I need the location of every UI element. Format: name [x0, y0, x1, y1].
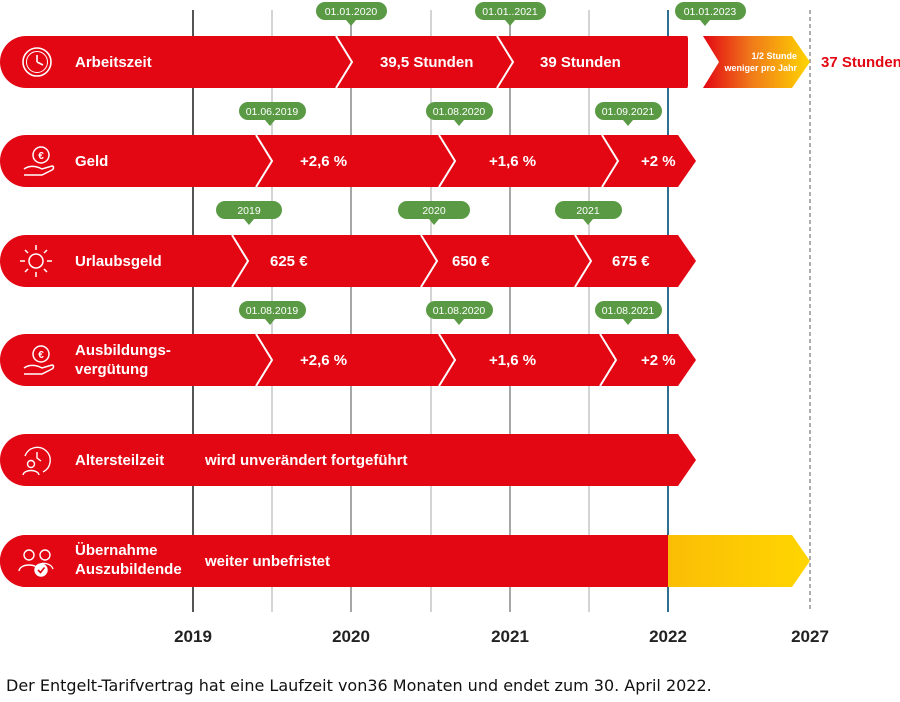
row-arbeitszeit-outside-label: 37 Stunden: [821, 54, 900, 71]
row-uebernahme-label-line-1: Übernahme: [75, 542, 158, 559]
row-arbeitszeit-note-line-1: 1/2 Stunde: [751, 51, 797, 61]
people-check-icon: [18, 549, 54, 577]
date-tag: 01.08.2020: [426, 102, 493, 126]
row-urlaubsgeld-chevron-3: [574, 234, 593, 288]
euro-hand-icon: €: [23, 146, 55, 176]
row-arbeitszeit-label: Arbeitszeit: [75, 54, 152, 71]
row-arbeitszeit-chevron-1: [335, 35, 354, 89]
row-geld-chevron-1: [255, 134, 274, 188]
row-urlaubsgeld-chevron-2: [420, 234, 439, 288]
date-tag-text: 01.06.2019: [246, 106, 299, 118]
date-tag: 2021: [555, 201, 622, 225]
row-uebernahme-segment: weiter unbefristet: [204, 553, 330, 570]
date-tag: 2020: [398, 201, 470, 225]
date-tag: 01.08.2019: [239, 301, 306, 325]
row-urlaubsgeld-bar: [0, 235, 696, 287]
row-geld-bar: [0, 135, 696, 187]
row-arbeitszeit-note-line-2: weniger pro Jahr: [723, 63, 797, 73]
date-tag: 01.09.2021: [595, 102, 662, 126]
row-geld-label: Geld: [75, 153, 108, 170]
date-tag: 2019: [216, 201, 282, 225]
row-altersteilzeit-label: Altersteilzeit: [75, 452, 164, 469]
row-arbeitszeit-gradient-arrow: [703, 36, 810, 88]
row-arbeitszeit-chevron-2: [496, 35, 515, 89]
row-geld-segment-1: +2,6 %: [300, 153, 347, 170]
svg-text:€: €: [38, 151, 44, 162]
sun-icon: [20, 245, 52, 277]
caption: Der Entgelt-Tarifvertrag hat eine Laufze…: [6, 676, 712, 695]
date-tag: 01.01..2021: [475, 2, 546, 26]
year-label-2027: 2027: [791, 627, 829, 646]
year-label-2020: 2020: [332, 627, 370, 646]
row-ausbildungsverguetung-chevron-3: [599, 333, 618, 387]
date-tag-text: 01.08.2019: [246, 305, 299, 317]
date-tag-text: 01.01.2023: [684, 6, 737, 18]
row-ausbildungsverguetung-segment-3: +2 %: [641, 352, 676, 369]
year-label-2022: 2022: [649, 627, 687, 646]
row-urlaubsgeld-segment-1: 625 €: [270, 253, 308, 270]
row-urlaubsgeld-label: Urlaubsgeld: [75, 253, 162, 270]
date-tag: 01.01.2023: [675, 2, 746, 26]
row-ausbildungsverguetung-chevron-2: [438, 333, 457, 387]
row-altersteilzeit-bar: [0, 434, 696, 486]
row-ausbildungsverguetung-chevron-1: [255, 333, 274, 387]
row-geld-chevron-3: [601, 134, 620, 188]
date-tag: 01.08.2020: [426, 301, 493, 325]
date-tag: 01.01.2020: [316, 2, 387, 26]
row-altersteilzeit: Altersteilzeit wird unverändert fortgefü…: [0, 434, 696, 486]
collective-agreement-diagram: Arbeitszeit 39,5 Stunden 39 Stunden 1/2 …: [0, 2, 900, 646]
year-label-2019: 2019: [174, 627, 212, 646]
date-tag-text: 01.08.2020: [433, 305, 486, 317]
row-ausbildungsverguetung: € Ausbildungs- vergütung +2,6 % +1,6 % +…: [0, 301, 696, 387]
date-tag-text: 01.08.2020: [433, 106, 486, 118]
date-tag-text: 01.01..2021: [482, 6, 538, 18]
date-tag-text: 01.08.2021: [602, 305, 655, 317]
date-tag-text: 01.01.2020: [325, 6, 378, 18]
date-tag-text: 2021: [576, 205, 600, 217]
row-uebernahme: Übernahme Auszubildende weiter unbefrist…: [0, 535, 810, 587]
year-axis: 2019 2020 2021 2022 2027: [174, 627, 829, 646]
row-geld-chevron-2: [438, 134, 457, 188]
clock-icon: [22, 47, 52, 77]
row-geld: € Geld +2,6 % +1,6 % +2 % 01.06.2019 01.…: [0, 102, 696, 188]
date-tag-text: 2019: [237, 205, 261, 217]
svg-text:€: €: [38, 350, 44, 361]
row-urlaubsgeld-segment-3: 675 €: [612, 253, 650, 270]
row-arbeitszeit-segment-2: 39 Stunden: [540, 54, 621, 71]
row-uebernahme-left-fill: [0, 535, 668, 587]
euro-hand-icon: €: [23, 345, 55, 375]
row-geld-segment-3: +2 %: [641, 153, 676, 170]
row-ausbildungsverguetung-label-line-2: vergütung: [75, 361, 148, 378]
row-arbeitszeit: Arbeitszeit 39,5 Stunden 39 Stunden 1/2 …: [0, 2, 900, 89]
row-urlaubsgeld-segment-2: 650 €: [452, 253, 490, 270]
row-ausbildungsverguetung-segment-2: +1,6 %: [489, 352, 536, 369]
date-tag-text: 01.09.2021: [602, 106, 655, 118]
row-arbeitszeit-segment-1: 39,5 Stunden: [380, 54, 473, 71]
row-ausbildungsverguetung-bar: [0, 334, 696, 386]
row-arbeitszeit-bar: [0, 36, 688, 88]
date-tag: 01.08.2021: [595, 301, 662, 325]
row-urlaubsgeld-chevron-1: [231, 234, 250, 288]
date-tag: 01.06.2019: [239, 102, 306, 126]
row-arbeitszeit-chevron-3: [687, 35, 707, 89]
row-altersteilzeit-segment: wird unverändert fortgeführt: [204, 452, 408, 469]
clock-person-icon: [22, 446, 51, 476]
row-uebernahme-label-line-2: Auszubildende: [75, 561, 182, 578]
year-label-2021: 2021: [491, 627, 529, 646]
row-ausbildungsverguetung-label-line-1: Ausbildungs-: [75, 342, 171, 359]
date-tag-text: 2020: [422, 205, 446, 217]
row-urlaubsgeld: Urlaubsgeld 625 € 650 € 675 € 2019 2020 …: [0, 201, 696, 288]
row-ausbildungsverguetung-segment-1: +2,6 %: [300, 352, 347, 369]
row-geld-segment-2: +1,6 %: [489, 153, 536, 170]
